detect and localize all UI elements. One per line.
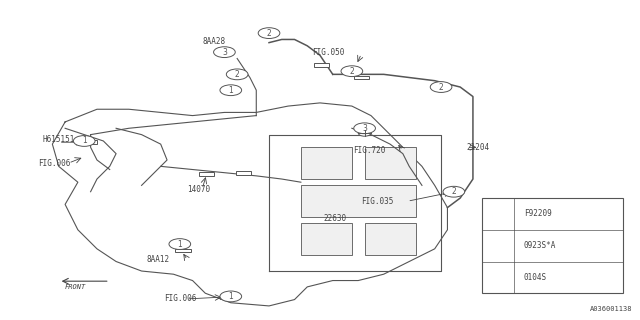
Text: 1: 1 (228, 86, 233, 95)
Bar (175, 249, 191, 252)
Circle shape (489, 241, 508, 251)
Bar (365, 223, 415, 255)
Text: FIG.006: FIG.006 (38, 159, 71, 168)
Text: 2: 2 (451, 187, 456, 196)
Text: 2: 2 (267, 28, 271, 38)
Circle shape (358, 130, 371, 136)
Text: FIG.720: FIG.720 (353, 146, 385, 155)
Text: FIG.035: FIG.035 (362, 197, 394, 206)
Circle shape (258, 28, 280, 38)
Text: 1: 1 (228, 292, 233, 301)
Text: 3: 3 (222, 48, 227, 57)
Text: 21204: 21204 (467, 143, 490, 152)
Text: FIG.050: FIG.050 (312, 48, 345, 57)
Text: 3: 3 (496, 273, 501, 282)
Bar (354, 76, 369, 79)
Bar (365, 147, 415, 179)
Circle shape (341, 66, 363, 76)
Text: 0923S*A: 0923S*A (524, 241, 556, 250)
Text: FIG.006: FIG.006 (164, 294, 196, 303)
Bar (301, 185, 415, 217)
Bar (301, 147, 352, 179)
Circle shape (443, 186, 465, 197)
Bar (483, 198, 623, 293)
Bar (236, 172, 251, 175)
Circle shape (214, 47, 236, 58)
Text: 8AA12: 8AA12 (147, 255, 170, 264)
Text: 2: 2 (496, 241, 500, 250)
Text: 3: 3 (362, 124, 367, 133)
Text: F92209: F92209 (524, 209, 552, 219)
Text: 1: 1 (496, 209, 500, 219)
Text: 1: 1 (82, 136, 86, 146)
Text: 2: 2 (235, 70, 239, 79)
Text: 2: 2 (438, 83, 444, 92)
Text: 14070: 14070 (188, 185, 211, 194)
Text: 2: 2 (349, 67, 354, 76)
Circle shape (227, 69, 248, 80)
Circle shape (430, 82, 452, 92)
Text: 1: 1 (177, 240, 182, 249)
Text: H615151: H615151 (43, 135, 75, 144)
Text: 8AA28: 8AA28 (202, 36, 225, 45)
Text: 22630: 22630 (323, 214, 346, 223)
Bar (220, 295, 236, 299)
Circle shape (74, 136, 95, 146)
Circle shape (489, 273, 508, 282)
Text: FRONT: FRONT (65, 284, 86, 290)
Bar (199, 172, 214, 176)
Circle shape (354, 123, 376, 134)
Circle shape (220, 85, 242, 96)
Bar (82, 140, 97, 144)
Circle shape (489, 209, 508, 219)
Text: 0104S: 0104S (524, 273, 547, 282)
Circle shape (220, 291, 242, 302)
Bar (443, 190, 458, 194)
Circle shape (169, 239, 191, 250)
Bar (314, 63, 329, 67)
Text: A036001138: A036001138 (589, 306, 632, 312)
Bar (301, 223, 352, 255)
